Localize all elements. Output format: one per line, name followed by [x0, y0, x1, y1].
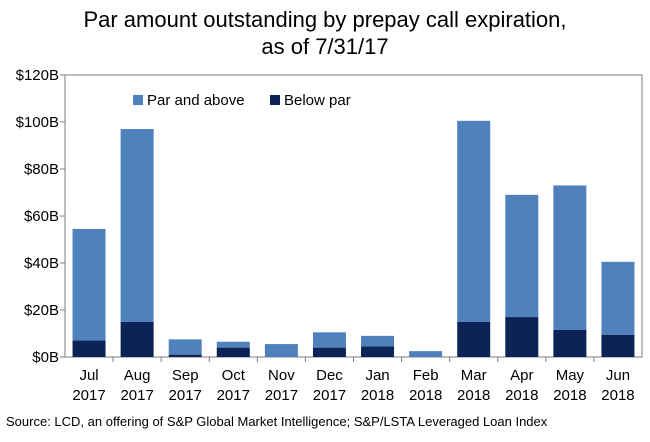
bar-par-and-above — [216, 341, 250, 348]
y-tick-label: $0B — [32, 349, 59, 366]
bar-below-par — [361, 346, 395, 357]
x-tick-label-year: 2018 — [505, 387, 538, 404]
y-tick-label: $40B — [24, 255, 59, 272]
bar-below-par — [505, 317, 539, 357]
x-tick-label-month: Oct — [222, 367, 246, 384]
bar-below-par — [216, 347, 250, 357]
chart-title-line-1: Par amount outstanding by prepay call ex… — [83, 7, 567, 32]
bar-par-and-above — [457, 120, 491, 322]
y-tick-label: $20B — [24, 302, 59, 319]
bar-below-par — [312, 347, 346, 357]
x-tick-label-year: 2018 — [553, 387, 586, 404]
bar-par-and-above — [409, 351, 443, 357]
x-tick-label-month: Dec — [316, 367, 343, 384]
x-tick-label-month: Jun — [606, 367, 630, 384]
x-tick-label-year: 2017 — [313, 387, 346, 404]
bar-par-and-above — [312, 332, 346, 348]
bar-par-and-above — [72, 228, 106, 341]
x-tick-label-month: Jul — [79, 367, 98, 384]
x-tick-label-month: Feb — [413, 367, 439, 384]
bar-par-and-above — [505, 194, 539, 318]
x-tick-label-year: 2017 — [72, 387, 105, 404]
x-tick-label-month: Jan — [365, 367, 389, 384]
bar-below-par — [457, 321, 491, 357]
bar-par-and-above — [601, 261, 635, 335]
y-tick-label: $120B — [16, 67, 59, 84]
legend-label: Below par — [284, 92, 351, 109]
y-tick-label: $80B — [24, 161, 59, 178]
legend-label: Par and above — [147, 92, 245, 109]
x-tick-label-year: 2017 — [217, 387, 250, 404]
bar-par-and-above — [168, 339, 202, 355]
x-tick-label-month: Apr — [510, 367, 533, 384]
x-tick-label-month: Sep — [172, 367, 199, 384]
bar-par-and-above — [361, 335, 395, 347]
chart-title-line-2: as of 7/31/17 — [261, 34, 389, 59]
x-tick-label-year: 2018 — [457, 387, 490, 404]
x-tick-label-month: May — [556, 367, 585, 384]
x-tick-label-year: 2018 — [409, 387, 442, 404]
y-tick-label: $60B — [24, 208, 59, 225]
x-tick-label-year: 2018 — [361, 387, 394, 404]
bar-below-par — [601, 334, 635, 357]
y-tick-label: $100B — [16, 114, 59, 131]
bar-par-and-above — [264, 344, 298, 357]
bar-below-par — [168, 354, 202, 357]
x-tick-label-month: Mar — [461, 367, 487, 384]
bar-below-par — [553, 329, 587, 357]
x-tick-label-year: 2017 — [169, 387, 202, 404]
bar-below-par — [120, 321, 154, 357]
x-tick-label-year: 2017 — [265, 387, 298, 404]
x-tick-label-year: 2017 — [120, 387, 153, 404]
source-note: Source: LCD, an offering of S&P Global M… — [6, 414, 548, 429]
legend-swatch — [270, 95, 280, 105]
bar-below-par — [72, 340, 106, 357]
bar-par-and-above — [553, 185, 587, 330]
bar-par-and-above — [120, 129, 154, 322]
x-tick-label-month: Aug — [124, 367, 151, 384]
x-tick-label-year: 2018 — [601, 387, 634, 404]
legend-swatch — [133, 95, 143, 105]
x-tick-label-month: Nov — [268, 367, 295, 384]
